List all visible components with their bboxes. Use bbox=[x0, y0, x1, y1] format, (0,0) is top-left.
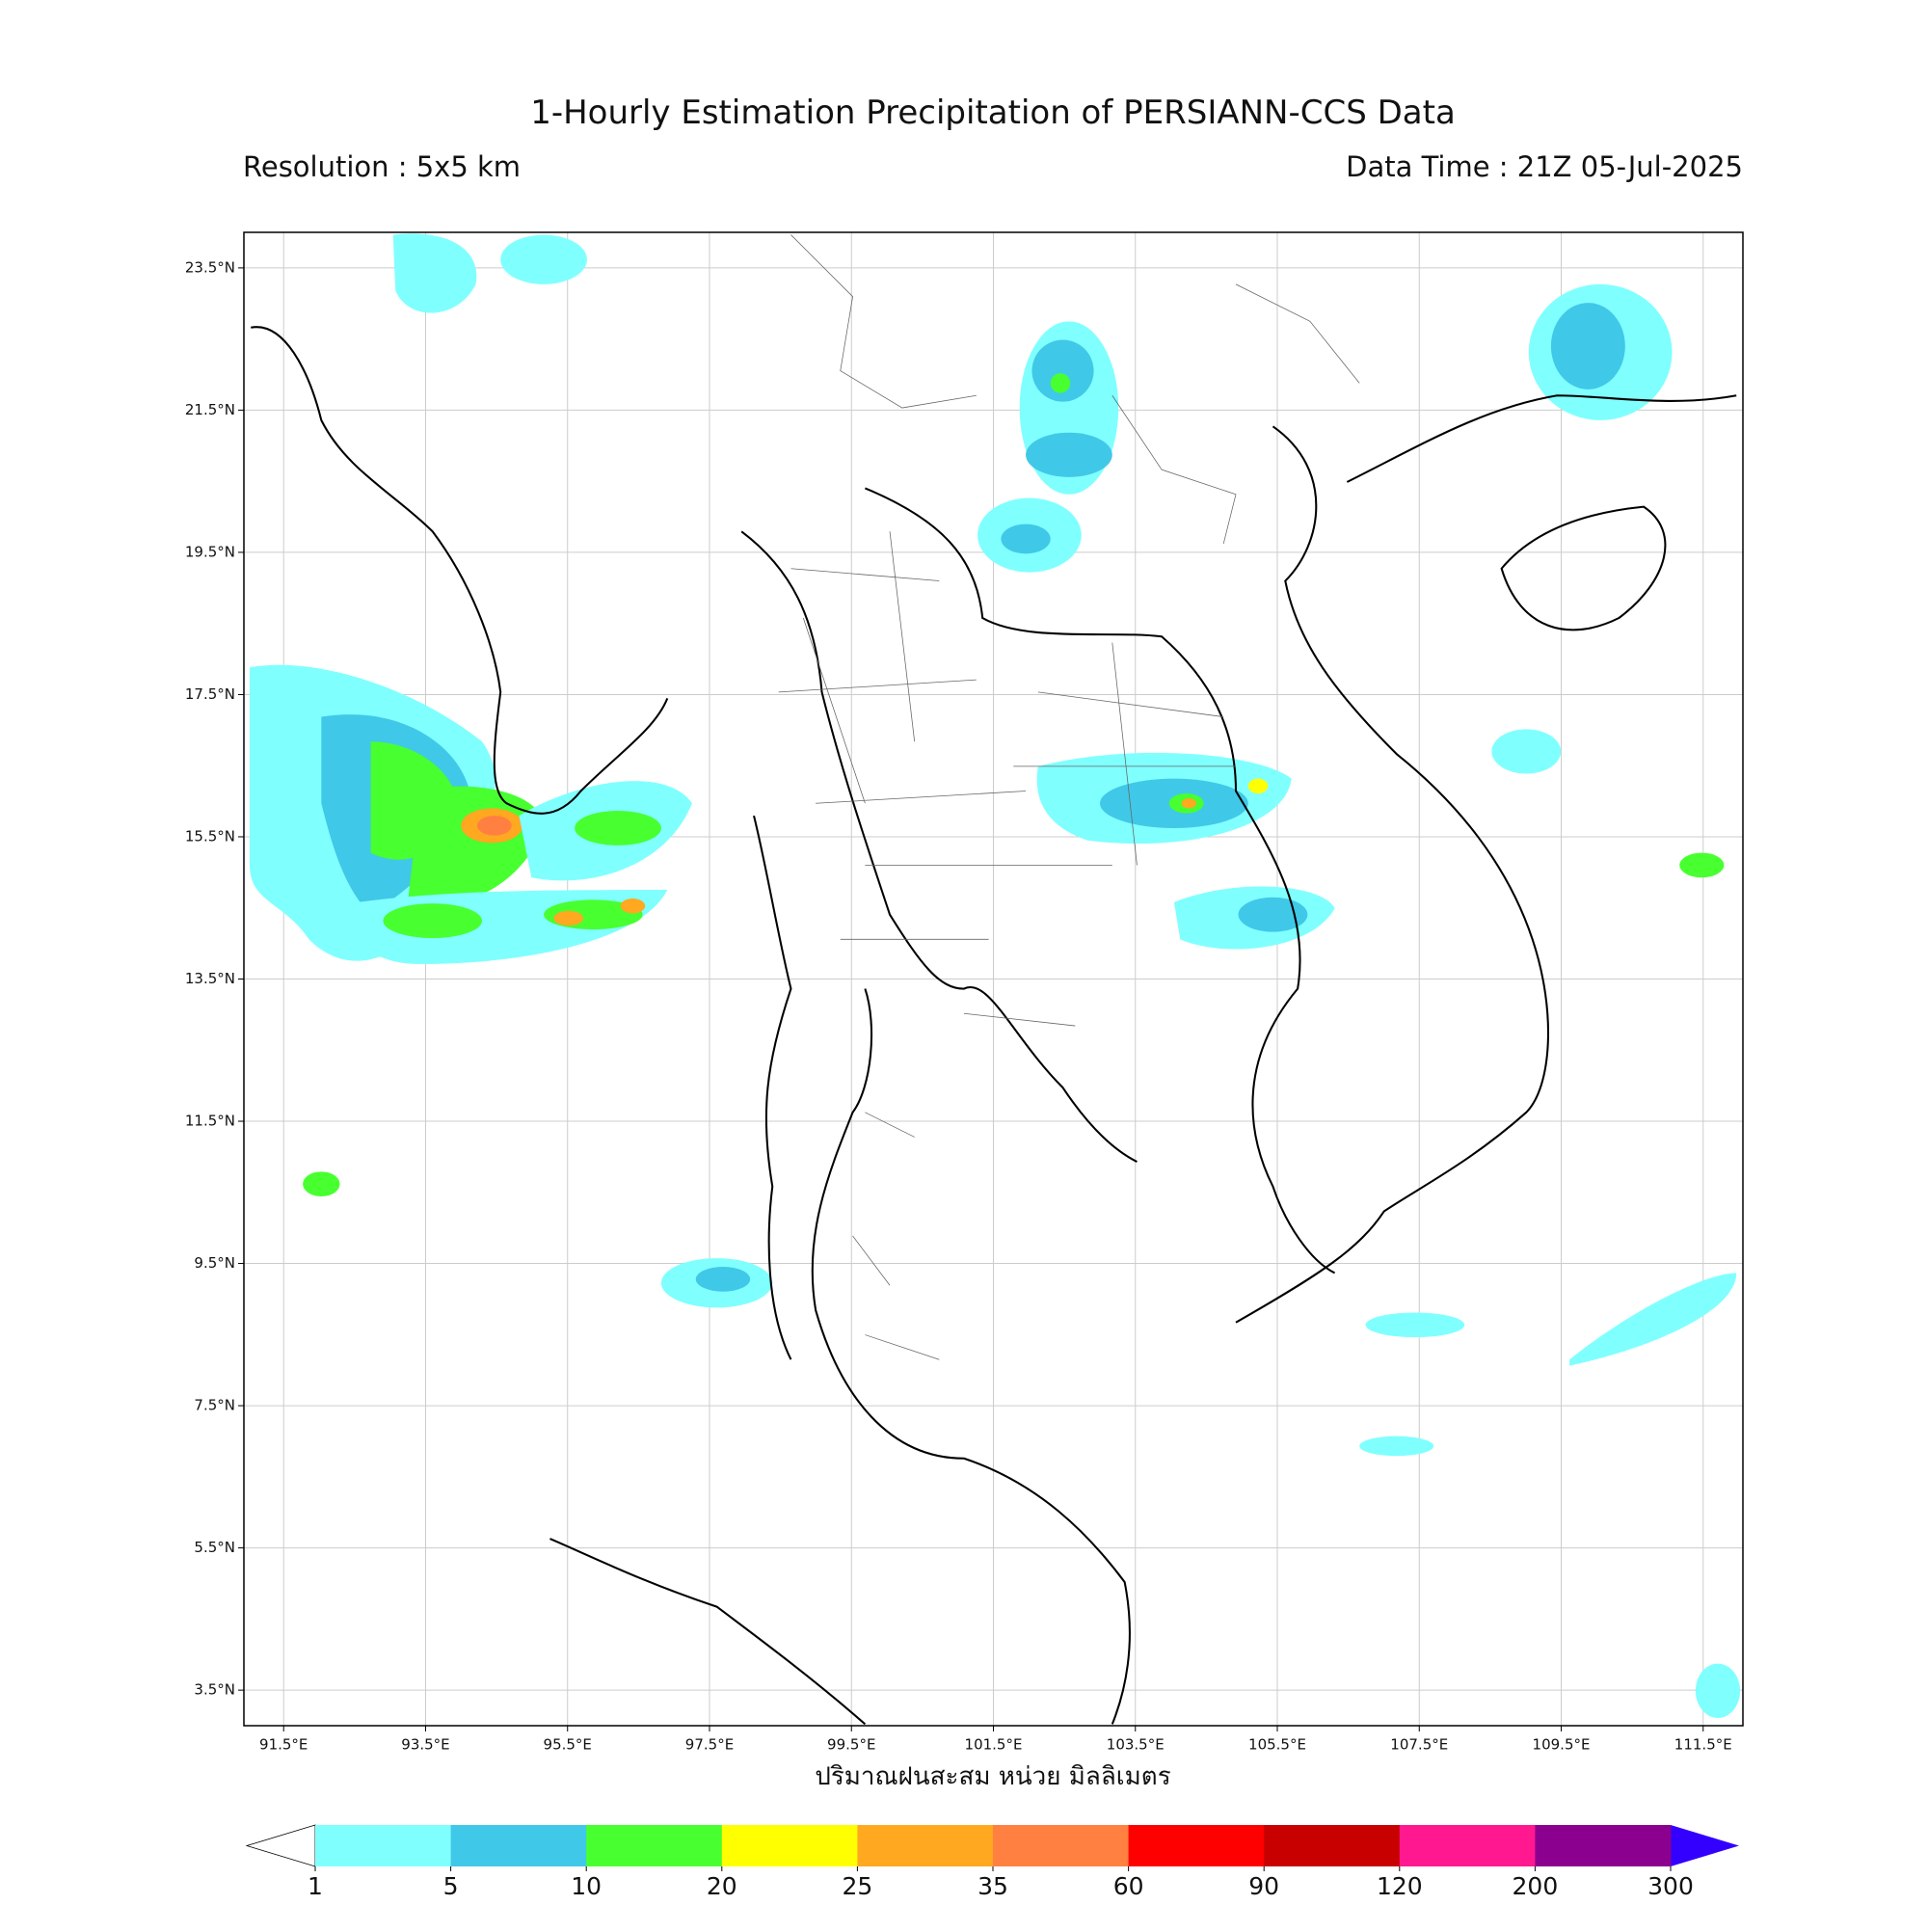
x-tick-label: 105.5°E bbox=[1248, 1736, 1306, 1754]
colorbar-level: 35 bbox=[977, 1872, 1008, 1900]
province-lines bbox=[778, 234, 1360, 1360]
x-tick-label: 109.5°E bbox=[1533, 1736, 1591, 1754]
colorbar-level: 20 bbox=[707, 1872, 737, 1900]
y-tick-label: 19.5°N bbox=[185, 543, 235, 560]
colorbar-segment bbox=[1535, 1825, 1672, 1866]
x-tick-label: 103.5°E bbox=[1107, 1736, 1165, 1754]
colorbar-level: 60 bbox=[1113, 1872, 1144, 1900]
y-tick-label: 17.5°N bbox=[185, 685, 235, 703]
colorbar-level: 5 bbox=[443, 1872, 459, 1900]
colorbar-segment bbox=[315, 1825, 452, 1866]
colorbar-level: 200 bbox=[1513, 1872, 1559, 1900]
colorbar-segment bbox=[1128, 1825, 1265, 1866]
colorbar-level: 10 bbox=[571, 1872, 602, 1900]
x-tick-label: 111.5°E bbox=[1674, 1736, 1732, 1754]
colorbar-segment bbox=[1264, 1825, 1401, 1866]
x-tick-label: 93.5°E bbox=[401, 1736, 449, 1754]
y-tick-label: 5.5°N bbox=[194, 1539, 235, 1556]
coastlines bbox=[251, 326, 1737, 1726]
y-tick-label: 13.5°N bbox=[185, 970, 235, 987]
colorbar-segment bbox=[857, 1825, 994, 1866]
title: 1-Hourly Estimation Precipitation of PER… bbox=[530, 94, 1456, 132]
y-tick-label: 23.5°N bbox=[185, 258, 235, 276]
colorbar-level: 1 bbox=[308, 1872, 323, 1900]
y-tick-label: 11.5°N bbox=[185, 1113, 235, 1130]
grid: 91.5°E 93.5°E 95.5°E 97.5°E 99.5°E 101.5°E 103… bbox=[185, 232, 1743, 1754]
colorbar-level: 90 bbox=[1248, 1872, 1279, 1900]
colorbar-segment bbox=[1399, 1825, 1536, 1866]
x-tick-label: 95.5°E bbox=[544, 1736, 592, 1754]
y-tick-label: 7.5°N bbox=[194, 1397, 235, 1414]
colorbar-segment bbox=[721, 1825, 858, 1866]
colorbar-level: 120 bbox=[1377, 1872, 1423, 1900]
colorbar-segment bbox=[586, 1825, 723, 1866]
map-content bbox=[249, 233, 1741, 1726]
y-tick-label: 15.5°N bbox=[185, 827, 235, 845]
colorbar-under bbox=[245, 1824, 316, 1867]
colorbar-over bbox=[1671, 1825, 1739, 1866]
y-tick-label: 9.5°N bbox=[194, 1254, 235, 1272]
x-tick-label: 91.5°E bbox=[259, 1736, 308, 1754]
map-frame bbox=[243, 231, 1744, 1727]
x-tick-label: 97.5°E bbox=[685, 1736, 734, 1754]
rain-areas bbox=[249, 233, 1741, 1718]
data-time: Data Time : 21Z 05-Jul-2025 bbox=[1346, 150, 1743, 183]
colorbar-level: 300 bbox=[1647, 1872, 1694, 1900]
colorbar-segment bbox=[450, 1825, 587, 1866]
x-tick-label: 99.5°E bbox=[827, 1736, 875, 1754]
y-tick-label: 21.5°N bbox=[185, 401, 235, 418]
colorbar-segment bbox=[993, 1825, 1130, 1866]
x-tick-label: 107.5°E bbox=[1390, 1736, 1448, 1754]
colorbar: 1 5 10 20 25 35 60 90 120 200 300 bbox=[245, 1824, 1739, 1900]
x-tick-label: 101.5°E bbox=[965, 1736, 1023, 1754]
colorbar-level: 25 bbox=[842, 1872, 872, 1900]
colorbar-label: ปริมาณฝนสะสม หน่วย มิลลิเมตร bbox=[815, 1762, 1170, 1791]
y-tick-label: 3.5°N bbox=[194, 1681, 235, 1699]
resolution: Resolution : 5x5 km bbox=[243, 150, 521, 183]
